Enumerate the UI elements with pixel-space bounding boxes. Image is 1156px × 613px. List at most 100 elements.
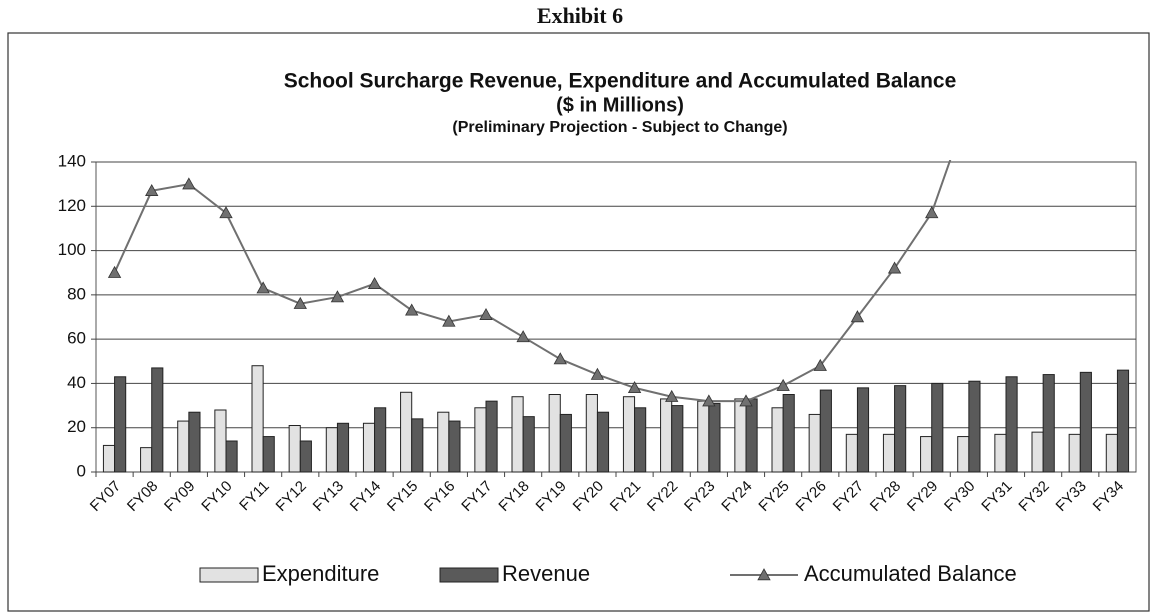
chart-frame: [7, 32, 1150, 612]
marker: [887, 261, 902, 274]
bar: [771, 407, 784, 473]
bar: [622, 396, 636, 473]
x-tick-label: FY30: [941, 478, 978, 515]
marker: [739, 394, 753, 407]
bar: [808, 413, 821, 473]
bar: [522, 416, 535, 473]
bar: [400, 391, 413, 473]
bar: [994, 433, 1007, 473]
x-tick-label: FY31: [978, 478, 1015, 515]
marker: [627, 381, 642, 394]
bar: [957, 436, 970, 473]
bar: [114, 376, 127, 473]
bar: [634, 407, 647, 473]
bar: [411, 418, 424, 473]
bar: [660, 398, 673, 473]
y-tick-label: 100: [58, 240, 86, 259]
bar: [882, 433, 896, 473]
y-tick-label: 120: [58, 196, 86, 215]
x-tick-label: FY14: [347, 478, 384, 515]
bar: [1005, 376, 1018, 473]
bar: [734, 398, 747, 473]
bar: [262, 436, 275, 473]
bar: [745, 398, 758, 473]
x-tick-label: FY07: [87, 478, 124, 515]
marker: [107, 265, 122, 278]
bar: [671, 405, 684, 473]
line: [113, 160, 952, 403]
marker: [702, 394, 716, 407]
bar: [1079, 371, 1092, 473]
legend-label: Expenditure: [262, 561, 379, 586]
bar: [511, 396, 524, 473]
marker: [479, 307, 493, 320]
bar: [288, 425, 301, 473]
bar: [177, 420, 190, 473]
bar: [1031, 431, 1044, 473]
bar: [225, 440, 238, 473]
x-tick-label: FY16: [421, 478, 458, 515]
marker: [219, 206, 233, 219]
bar: [920, 436, 933, 473]
x-tick-label: FY18: [495, 478, 532, 515]
marker: [850, 310, 865, 323]
x-tick-label: FY33: [1053, 478, 1090, 515]
x-tick-label: FY11: [236, 478, 273, 515]
bar: [782, 394, 795, 473]
bar: [437, 411, 450, 473]
marker: [963, 101, 975, 112]
chart-title: School Surcharge Revenue, Expenditure an…: [284, 70, 957, 93]
x-tick-label: FY28: [867, 478, 904, 515]
y-tick-label: 0: [77, 461, 86, 480]
x-tick-label: FY12: [273, 478, 310, 515]
bar: [299, 440, 312, 473]
marker: [590, 367, 605, 380]
legend-swatch: [439, 567, 499, 583]
y-tick-label: 140: [58, 151, 86, 170]
y-tick-label: 60: [67, 329, 86, 348]
chart-note: (Preliminary Projection - Subject to Cha…: [452, 119, 787, 136]
bar: [151, 367, 164, 473]
bar: [559, 413, 572, 473]
marker: [553, 352, 567, 365]
y-tick-label: 40: [67, 373, 86, 392]
x-tick-label: FY10: [198, 478, 235, 515]
bar: [214, 409, 227, 473]
bar: [931, 382, 944, 473]
marker: [925, 206, 939, 219]
x-tick-label: FY34: [1090, 478, 1127, 515]
bar: [474, 407, 487, 473]
bar: [596, 411, 610, 473]
bar: [697, 400, 710, 473]
x-tick-label: FY17: [458, 478, 495, 515]
bar: [968, 380, 981, 473]
marker: [405, 303, 419, 316]
bar: [374, 407, 387, 473]
bar: [1042, 374, 1055, 473]
bar: [548, 394, 561, 473]
legend-label: Accumulated Balance: [804, 561, 1017, 586]
bar: [585, 394, 598, 473]
line-layer: [107, 101, 975, 407]
bar: [1105, 433, 1118, 473]
bar: [325, 427, 338, 473]
x-tick-label: FY09: [161, 478, 198, 515]
marker: [293, 296, 307, 309]
marker: [145, 183, 159, 196]
chart-subtitle: ($ in Millions): [556, 94, 684, 116]
bar: [708, 402, 721, 473]
bar: [856, 387, 870, 473]
marker: [776, 378, 790, 391]
x-tick-label: FY27: [830, 478, 867, 515]
bar: [362, 422, 376, 473]
marker: [330, 290, 345, 303]
bar: [894, 385, 907, 473]
y-tick-label: 20: [67, 417, 86, 436]
legend-label: Revenue: [502, 561, 590, 586]
marker: [367, 276, 382, 289]
bar: [485, 400, 498, 473]
marker: [442, 314, 456, 327]
x-tick-label: FY21: [607, 478, 644, 515]
bar: [845, 433, 858, 473]
